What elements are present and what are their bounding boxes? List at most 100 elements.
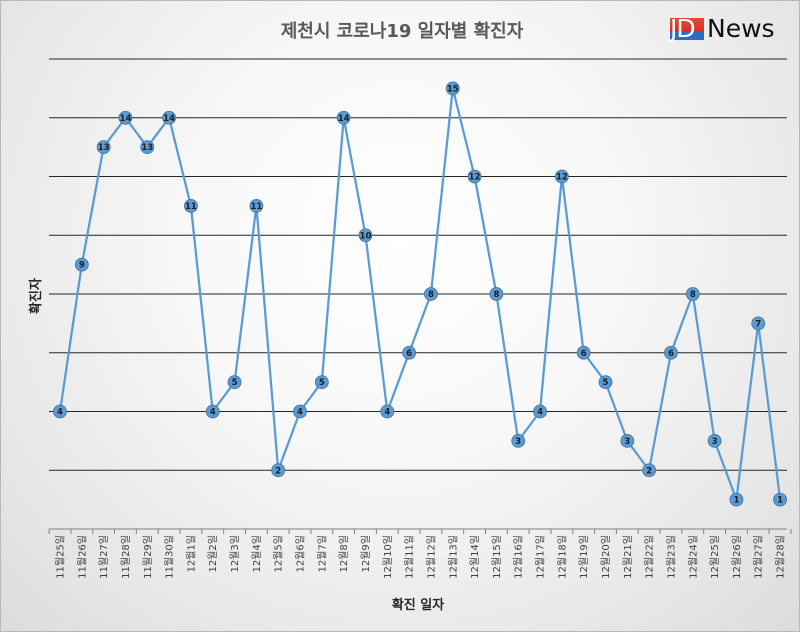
point-marker bbox=[96, 140, 111, 155]
x-tick-label: 12월22일 bbox=[644, 535, 656, 579]
x-tick-label: 11월30일 bbox=[164, 535, 176, 579]
data-label: 13 bbox=[141, 143, 153, 153]
x-tick-label: 12월18일 bbox=[556, 535, 568, 579]
x-tick-label: 12월12일 bbox=[425, 535, 437, 579]
x-axis-ticks bbox=[48, 529, 792, 534]
data-point: 8 bbox=[685, 287, 700, 301]
data-point: 4 bbox=[380, 404, 395, 419]
point-marker bbox=[685, 287, 700, 301]
point-marker bbox=[314, 375, 329, 390]
point-marker bbox=[271, 463, 286, 478]
data-point: 13 bbox=[140, 140, 155, 155]
point-marker bbox=[205, 404, 220, 419]
point-marker bbox=[467, 169, 482, 184]
data-point: 3 bbox=[511, 433, 526, 448]
data-point: 11 bbox=[249, 198, 264, 213]
data-label: 14 bbox=[120, 114, 132, 124]
point-marker bbox=[707, 433, 722, 448]
point-marker bbox=[74, 257, 89, 272]
point-marker bbox=[751, 316, 766, 331]
data-label: 3 bbox=[712, 437, 718, 447]
x-tick-label: 12월14일 bbox=[469, 535, 481, 579]
data-label: 6 bbox=[406, 349, 412, 359]
point-marker bbox=[445, 81, 460, 96]
point-marker bbox=[773, 492, 787, 507]
x-tick-label: 12월24일 bbox=[687, 535, 699, 579]
data-label: 5 bbox=[603, 378, 609, 388]
data-label: 4 bbox=[384, 408, 390, 418]
point-marker bbox=[620, 433, 635, 448]
x-tick-label: 12월1일 bbox=[185, 535, 197, 573]
point-marker bbox=[162, 110, 177, 125]
data-point: 4 bbox=[53, 404, 67, 419]
data-label: 7 bbox=[755, 319, 761, 329]
series-polyline bbox=[58, 87, 782, 501]
chart-title: 제천시 코로나19 일자별 확진자 bbox=[281, 21, 524, 42]
x-tick-label: 12월7일 bbox=[316, 535, 328, 573]
data-point: 6 bbox=[576, 345, 591, 360]
data-point: 14 bbox=[162, 110, 177, 125]
data-point: 10 bbox=[358, 228, 373, 243]
point-marker bbox=[336, 110, 351, 125]
y-axis-title: 확진자 bbox=[28, 278, 44, 314]
data-label: 2 bbox=[275, 466, 281, 476]
data-label: 6 bbox=[581, 349, 587, 359]
point-marker bbox=[642, 463, 657, 478]
data-label: 5 bbox=[319, 378, 325, 388]
data-label: 9 bbox=[79, 261, 85, 271]
data-point: 2 bbox=[642, 463, 657, 478]
point-marker bbox=[184, 198, 198, 213]
data-label: 13 bbox=[98, 143, 110, 153]
data-point: 7 bbox=[751, 316, 766, 331]
data-point: 14 bbox=[118, 110, 133, 125]
data-label: 8 bbox=[428, 290, 434, 300]
x-tick-label: 12월27일 bbox=[753, 535, 765, 579]
data-point: 6 bbox=[664, 345, 678, 360]
data-point: 8 bbox=[489, 287, 504, 301]
point-marker bbox=[511, 433, 526, 448]
data-label: 4 bbox=[537, 408, 543, 418]
point-marker bbox=[424, 287, 438, 301]
x-tick-label: 12월23일 bbox=[665, 535, 677, 579]
x-tick-label: 12월3일 bbox=[229, 535, 241, 573]
x-tick-label: 12월26일 bbox=[731, 535, 743, 579]
data-point: 9 bbox=[74, 257, 89, 272]
x-tick-label: 12월11일 bbox=[404, 535, 416, 579]
data-label: 4 bbox=[210, 408, 216, 418]
x-axis-title: 확진 일자 bbox=[392, 597, 444, 613]
data-label: 12 bbox=[469, 173, 481, 183]
data-point: 5 bbox=[314, 375, 329, 390]
x-tick-label: 12월10일 bbox=[382, 535, 394, 579]
data-point: 12 bbox=[467, 169, 482, 184]
data-label: 8 bbox=[690, 290, 696, 300]
data-label: 6 bbox=[668, 349, 674, 359]
data-label: 4 bbox=[57, 408, 63, 418]
data-label: 12 bbox=[556, 173, 568, 183]
data-label: 14 bbox=[338, 114, 350, 124]
x-tick-label: 12월8일 bbox=[338, 535, 350, 573]
x-tick-label: 12월17일 bbox=[535, 535, 547, 579]
data-label: 15 bbox=[447, 84, 459, 94]
data-point: 14 bbox=[336, 110, 351, 125]
x-tick-label: 12월9일 bbox=[360, 535, 372, 573]
x-tick-label: 12월25일 bbox=[709, 535, 721, 579]
data-label: 1 bbox=[733, 496, 739, 506]
data-label: 11 bbox=[185, 202, 197, 212]
data-point: 13 bbox=[96, 140, 111, 155]
point-marker bbox=[118, 110, 133, 125]
point-marker bbox=[598, 375, 613, 390]
point-marker bbox=[489, 287, 504, 301]
data-point: 3 bbox=[707, 433, 722, 448]
point-marker bbox=[358, 228, 373, 243]
x-tick-label: 11월27일 bbox=[98, 535, 110, 579]
data-point: 15 bbox=[445, 81, 460, 96]
point-marker bbox=[140, 140, 155, 155]
point-marker bbox=[576, 345, 591, 360]
data-point: 1 bbox=[729, 492, 744, 507]
data-label: 1 bbox=[777, 496, 783, 506]
x-tick-label: 12월16일 bbox=[513, 535, 525, 579]
data-label: 5 bbox=[232, 378, 238, 388]
x-tick-label: 12월21일 bbox=[622, 535, 634, 579]
x-tick-label: 12월28일 bbox=[775, 535, 787, 579]
